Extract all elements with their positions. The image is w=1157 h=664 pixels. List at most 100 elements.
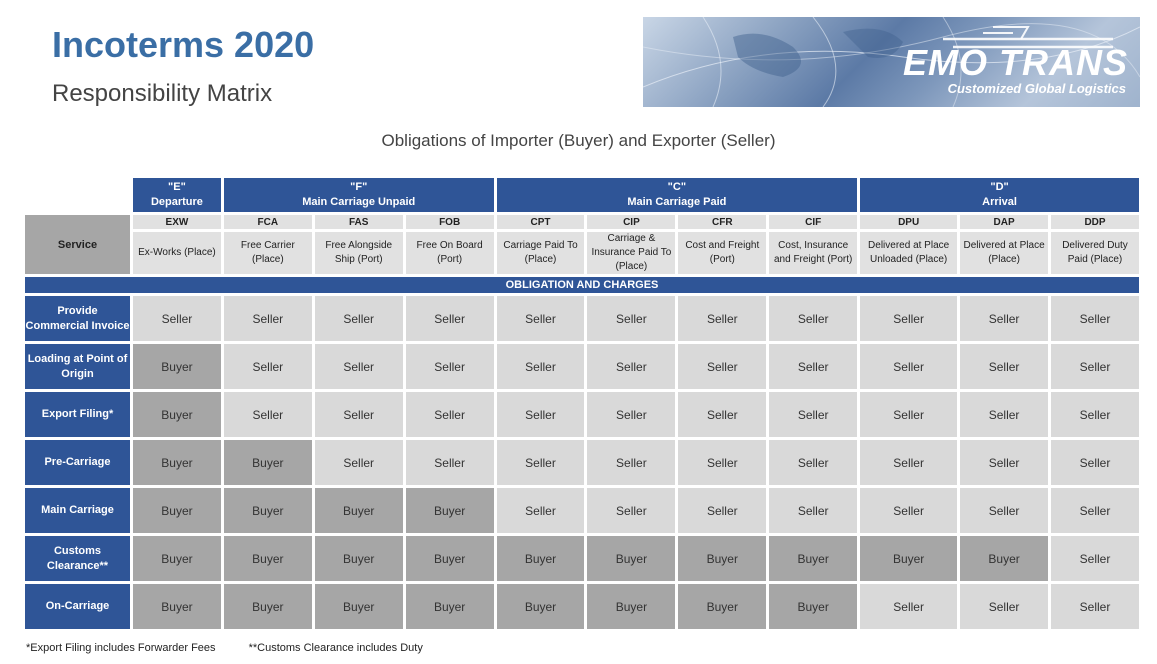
obligation-cell: Seller [860,488,958,533]
obligation-cell: Seller [405,296,494,341]
obligation-cell: Seller [678,488,767,533]
term-name-cpt: Carriage Paid To (Place) [496,232,585,274]
obligation-cell: Seller [678,392,767,437]
table-row: Main Carriage Buyer Buyer Buyer Buyer Seller S… [25,488,1139,533]
obligation-cell: Seller [960,584,1049,629]
obligation-cell: Buyer [223,584,312,629]
obligation-cell: Buyer [405,536,494,581]
obligation-cell: Buyer [133,536,221,581]
obligation-cell: Seller [860,584,958,629]
footnote-customs-clearance: **Customs Clearance includes Duty [248,642,423,654]
term-code-row: Service EXW FCA FAS FOB CPT CIP CFR CIF DPU DAP DDP [25,215,1139,274]
obligation-cell: Seller [496,392,585,437]
term-code-cip: CIP [587,215,676,229]
obligation-cell: Seller [1051,344,1139,389]
obligation-cell: Buyer [405,584,494,629]
group-header-0: "E" Departure [133,178,221,212]
obligation-cell: Seller [860,344,958,389]
obligation-cell: Seller [678,296,767,341]
globe-background-graphic [643,17,1140,107]
group-name: Main Carriage Unpaid [302,196,416,208]
row-label: Export Filing* [25,392,130,437]
obligation-cell: Buyer [496,584,585,629]
obligation-cell: Seller [860,440,958,485]
obligation-cell: Seller [960,344,1049,389]
obligation-cell: Seller [960,488,1049,533]
obligation-cell: Buyer [860,536,958,581]
obligation-cell: Seller [587,440,676,485]
group-name: Departure [150,196,203,208]
obligation-cell: Seller [1051,392,1139,437]
obligation-cell: Buyer [678,536,767,581]
obligation-cell: Seller [769,392,858,437]
group-header-2: "C" Main Carriage Paid [496,178,858,212]
obligation-cell: Seller [405,440,494,485]
obligation-cell: Seller [960,296,1049,341]
term-name-fob: Free On Board (Port) [405,232,494,274]
obligation-cell: Seller [587,488,676,533]
obligation-cell: Buyer [587,536,676,581]
term-name-cip: Carriage & Insurance Paid To (Place) [587,232,676,274]
group-name: Arrival [982,196,1017,208]
term-name-cif: Cost, Insurance and Freight (Port) [769,232,858,274]
obligation-cell: Buyer [678,584,767,629]
group-code: "F" [350,181,368,193]
table-row: Customs Clearance** Buyer Buyer Buyer Buyer B… [25,536,1139,581]
term-code-dpu: DPU [860,215,958,229]
obligation-cell: Seller [1051,440,1139,485]
term-name-fca: Free Carrier (Place) [223,232,312,274]
obligation-cell: Seller [769,296,858,341]
obligation-cell: Seller [678,440,767,485]
group-code: "C" [667,181,687,193]
obligation-cell: Seller [496,440,585,485]
footnote-export-filing: *Export Filing includes Forwarder Fees [26,642,216,654]
obligation-cell: Seller [314,296,403,341]
obligation-cell: Seller [587,296,676,341]
obligation-cell: Seller [960,392,1049,437]
obligation-cell: Seller [769,440,858,485]
obligation-cell: Seller [587,392,676,437]
obligation-cell: Buyer [587,584,676,629]
obligation-cell: Buyer [405,488,494,533]
row-label: Customs Clearance** [25,536,130,581]
obligation-cell: Seller [860,296,958,341]
obligation-cell: Buyer [133,392,221,437]
obligation-cell: Buyer [133,584,221,629]
obligation-cell: Seller [223,344,312,389]
obligation-cell: Seller [405,392,494,437]
obligation-cell: Buyer [314,488,403,533]
obligation-cell: Buyer [133,344,221,389]
obligation-cell: Seller [223,296,312,341]
obligation-cell: Buyer [496,536,585,581]
obligation-cell: Seller [496,488,585,533]
logo-brand-name: EMO TRANS [903,42,1128,83]
footnotes: *Export Filing includes Forwarder Fees *… [26,642,453,654]
obligation-cell: Buyer [223,440,312,485]
obligation-cell: Buyer [223,488,312,533]
obligation-cell: Seller [1051,488,1139,533]
term-code-cif: CIF [769,215,858,229]
row-label: Provide Commercial Invoice [25,296,130,341]
group-header-3: "D" Arrival [860,178,1139,212]
obligation-cell: Buyer [960,536,1049,581]
obligation-cell: Seller [860,392,958,437]
term-code-fob: FOB [405,215,494,229]
obligation-cell: Buyer [133,440,221,485]
term-code-ddp: DDP [1051,215,1139,229]
term-code-cfr: CFR [678,215,767,229]
corner-blank [25,178,130,212]
row-label: Main Carriage [25,488,130,533]
term-name-cfr: Cost and Freight (Port) [678,232,767,274]
service-column-header: Service [25,215,130,274]
obligation-cell: Seller [1051,584,1139,629]
obligation-cell: Seller [1051,536,1139,581]
obligation-cell: Seller [769,344,858,389]
group-code: "D" [990,181,1009,193]
row-label: Loading at Point of Origin [25,344,130,389]
obligation-band-row: OBLIGATION AND CHARGES [25,277,1139,293]
group-header-row: "E" Departure "F" Main Carriage Unpaid "C" Ma… [25,178,1139,212]
term-code-fas: FAS [314,215,403,229]
obligation-cell: Seller [1051,296,1139,341]
obligation-cell: Seller [496,296,585,341]
group-name: Main Carriage Paid [627,196,727,208]
